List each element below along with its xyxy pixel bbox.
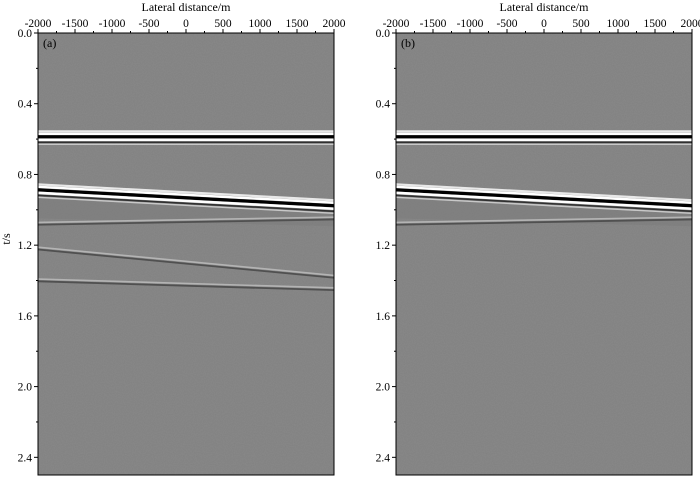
x-tick-label: -500 [138,18,159,30]
x-tick-label: 0 [183,18,189,30]
reflection-events [38,130,334,292]
x-tick-label: 1500 [644,18,667,30]
reflection-event [396,130,692,146]
y-tick-label: 0.0 [18,28,33,40]
y-tick-label: 0.4 [18,99,33,111]
y-tick-label: 0.8 [376,169,391,181]
reflection-event [38,183,334,227]
x-tick-label: 500 [214,18,232,30]
x-tick-label: 2000 [681,18,700,30]
x-tick-label: 500 [572,18,590,30]
x-tick-label: 2000 [323,18,346,30]
x-tick-label: -500 [496,18,517,30]
panel-a: -2000 -1500 -1000 -500 0 500 1000 1500 2000 0.0 0.… [0,0,346,476]
x-tick-label: 1000 [249,18,272,30]
reflection-event [396,216,692,226]
y-tick-label: 2.0 [18,382,33,394]
y-tick-label: 2.0 [376,382,391,394]
y-tick-label: 1.6 [18,311,33,323]
reflection-event [396,183,692,227]
noise-texture [396,33,692,475]
y-tick-label: 1.2 [376,240,391,252]
y-tick-label: 2.4 [18,452,33,464]
y-tick-label: 0.0 [376,28,391,40]
y-axis-title: t/s [0,233,13,245]
panel-label: (b) [401,36,415,50]
x-tick-label: -2000 [383,18,410,30]
reflection-event [38,216,334,226]
reflection-event [38,278,334,292]
y-tick-label: 1.6 [376,311,391,323]
y-tick-label: 2.4 [376,452,391,464]
x-tick-label: 0 [541,18,547,30]
panel-label: (a) [43,36,56,50]
reflection-event [38,130,334,146]
panel-b: -2000 -1500 -1000 -500 0 500 1000 1500 2000 0.0 0.… [376,0,700,476]
y-tick-label: 0.4 [376,99,391,111]
x-tick-label: 1000 [607,18,630,30]
x-tick-label: -1500 [420,18,447,30]
y-tick-label: 0.8 [18,169,33,181]
x-axis-title: Lateral distance/m [500,0,590,14]
x-axis-title: Lateral distance/m [142,0,232,14]
reflection-events [396,130,692,227]
y-tick-label: 1.2 [18,240,33,252]
x-tick-label: -1000 [457,18,484,30]
reflection-event [38,246,334,279]
x-tick-label: -2000 [25,18,52,30]
x-tick-label: 1500 [286,18,309,30]
x-tick-label: -1500 [62,18,89,30]
x-tick-label: -1000 [99,18,126,30]
